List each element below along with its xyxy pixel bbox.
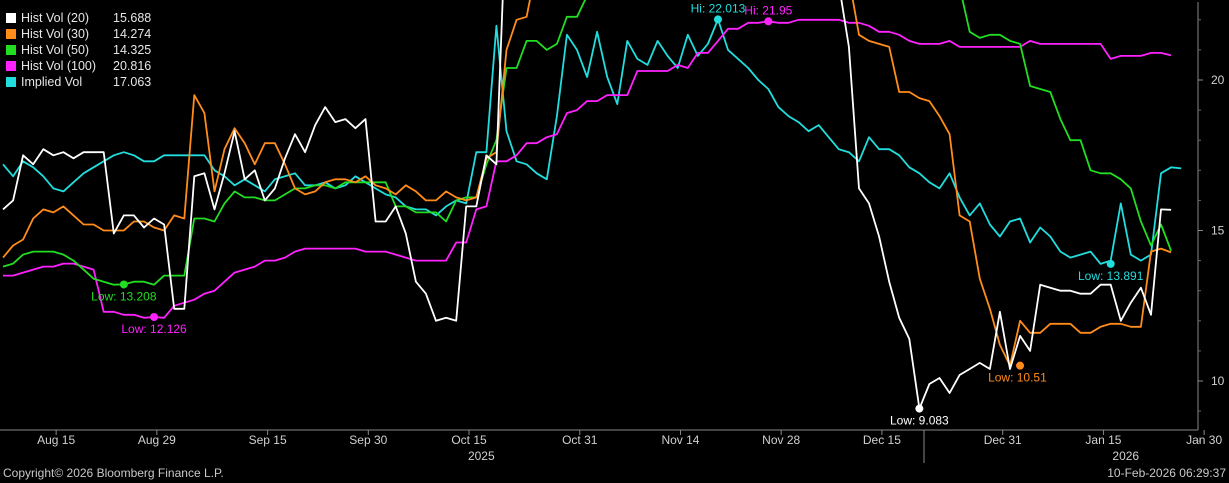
timestamp-text: 10-Feb-2026 06:29:37 <box>1107 466 1226 480</box>
x-tick-label: Oct 31 <box>562 433 598 447</box>
legend-swatch <box>6 61 16 71</box>
legend-swatch <box>6 29 16 39</box>
annotation-label: Low: 13.208 <box>91 289 157 303</box>
annotation-marker <box>1016 361 1025 370</box>
legend-value: 20.816 <box>113 59 152 73</box>
annotation-marker <box>119 280 128 289</box>
legend-label: Hist Vol (50) <box>21 43 90 57</box>
legend-value: 14.274 <box>113 27 152 41</box>
annotation-marker <box>150 313 159 322</box>
x-tick-label: Jan 30 <box>1186 433 1222 447</box>
annotation-label: Low: 13.891 <box>1078 269 1144 283</box>
annotation-marker <box>713 15 722 24</box>
series-line-hist-vol-50 <box>2 0 1172 286</box>
x-tick-label: Dec 31 <box>984 433 1022 447</box>
legend-value: 15.688 <box>113 11 152 25</box>
series-line-hist-vol-100 <box>3 18 1172 319</box>
year-label: 2026 <box>1112 449 1139 463</box>
copyright-text: Copyright© 2026 Bloomberg Finance L.P. <box>3 466 224 480</box>
year-label: 2025 <box>468 449 495 463</box>
legend-item-hist-vol-100: Hist Vol (100) 20.816 <box>6 58 151 74</box>
legend-swatch <box>6 13 16 23</box>
annotations: Hi: 32.85Low: 9.083Hi: 31.917Low: 10.51H… <box>91 1 1144 428</box>
series-line-hist-vol-30 <box>2 0 1172 367</box>
x-tick-label: Aug 29 <box>138 433 176 447</box>
x-tick-label: Jan 15 <box>1085 433 1121 447</box>
legend-item-hist-vol-30: Hist Vol (30) 14.274 <box>6 26 151 42</box>
legend-item-hist-vol-20: Hist Vol (20) 15.688 <box>6 10 151 26</box>
legend-value: 17.063 <box>113 75 152 89</box>
y-tick-label: 10 <box>1211 374 1225 388</box>
x-tick-label: Sep 15 <box>249 433 287 447</box>
x-tick-label: Nov 14 <box>661 433 699 447</box>
annotation-label: Hi: 22.013 <box>691 1 746 15</box>
legend-item-hist-vol-50: Hist Vol (50) 14.325 <box>6 42 151 58</box>
series-lines <box>2 0 1182 410</box>
annotation-label: Low: 9.083 <box>890 414 949 428</box>
legend-item-implied-vol: Implied Vol 17.063 <box>6 74 151 90</box>
y-axis-ticks: 1015202530 <box>1198 19 1225 472</box>
x-tick-label: Dec 15 <box>863 433 901 447</box>
legend: Hist Vol (20) 15.688 Hist Vol (30) 14.27… <box>6 10 151 90</box>
year-labels: 2025 2026 <box>468 449 1140 463</box>
series-line-hist-vol-20 <box>2 0 1172 410</box>
x-tick-label: Aug 15 <box>37 433 75 447</box>
legend-label: Hist Vol (20) <box>21 11 90 25</box>
series-line-implied-vol <box>2 18 1182 265</box>
x-tick-label: Nov 28 <box>762 433 800 447</box>
x-tick-label: Sep 30 <box>349 433 387 447</box>
annotation-marker <box>764 17 773 26</box>
legend-swatch <box>6 77 16 87</box>
legend-label: Hist Vol (100) <box>21 59 97 73</box>
y-tick-label: 15 <box>1211 224 1225 238</box>
legend-value: 14.325 <box>113 43 152 57</box>
annotation-marker <box>1106 259 1115 268</box>
x-axis-ticks: Aug 15 Aug 29 Sep 15 Sep 30 Oct 15 Oct 31 Nov … <box>37 430 1222 447</box>
y-tick-label: 20 <box>1211 73 1225 87</box>
legend-label: Hist Vol (30) <box>21 27 90 41</box>
annotation-marker <box>915 404 924 413</box>
annotation-label: Low: 10.51 <box>988 371 1047 385</box>
legend-swatch <box>6 45 16 55</box>
x-tick-label: Oct 15 <box>451 433 487 447</box>
annotation-label: Low: 12.126 <box>121 322 187 336</box>
annotation-label: Hi: 21.95 <box>744 3 792 17</box>
legend-label: Implied Vol <box>21 75 83 89</box>
